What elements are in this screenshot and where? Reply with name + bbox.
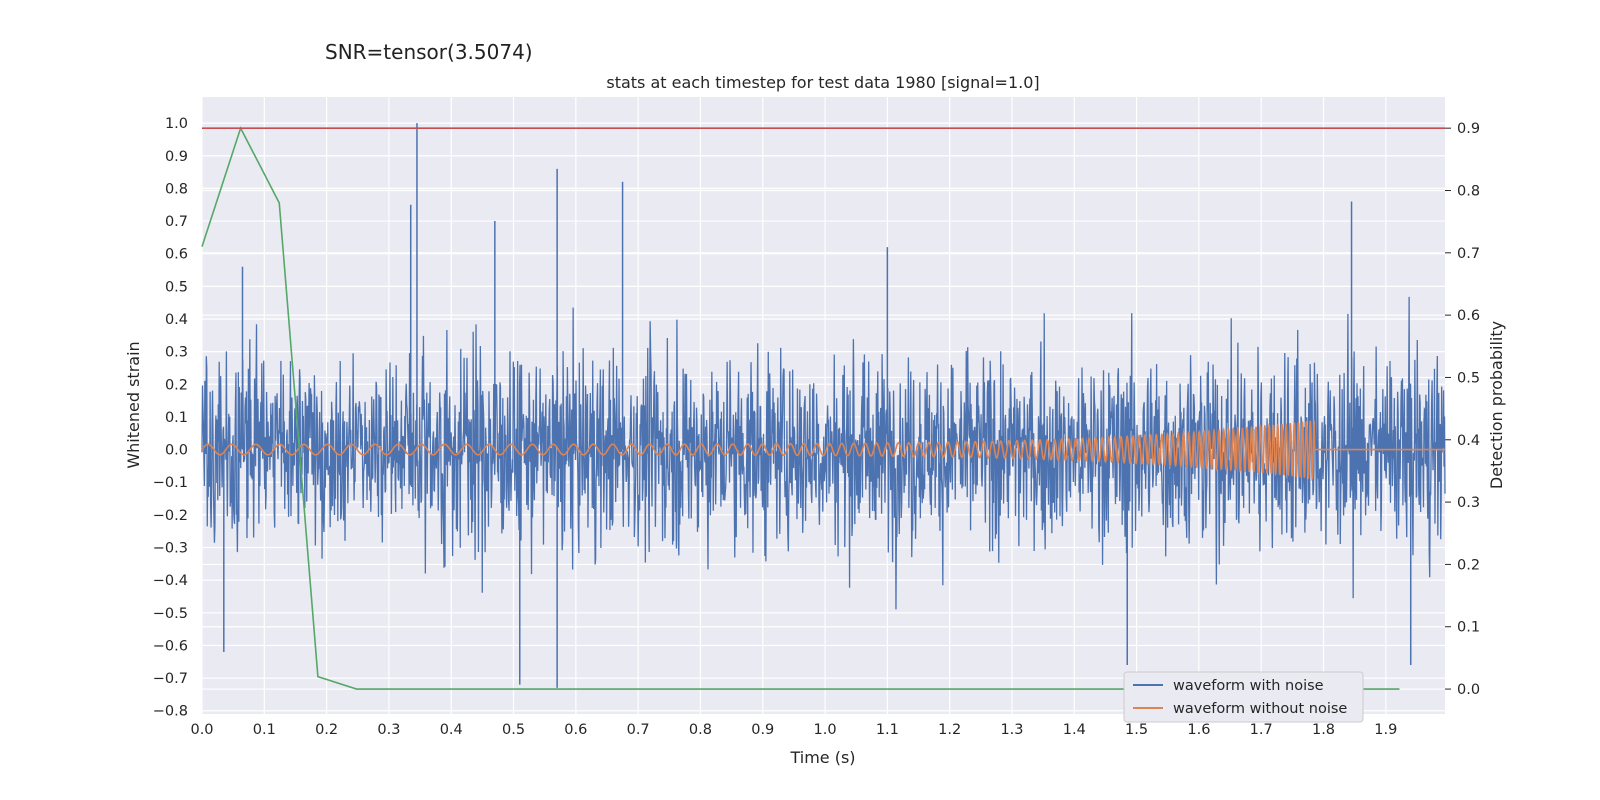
x-tick-label: 1.4: [1063, 722, 1086, 738]
y-tick-label: −0.1: [153, 475, 188, 491]
y2-axis-label: Detection probability: [1487, 321, 1506, 489]
x-tick-label: 0.1: [253, 722, 276, 738]
y2-tick-label: 0.9: [1457, 121, 1480, 137]
x-tick-label: 0.4: [440, 722, 463, 738]
x-tick-label: 0.9: [751, 722, 774, 738]
x-tick-label: 0.6: [564, 722, 587, 738]
y-tick-label: 0.6: [165, 247, 188, 263]
x-tick-label: 1.6: [1187, 722, 1210, 738]
y2-tick-label: 0.8: [1457, 183, 1480, 199]
y2-tick-label: 0.5: [1457, 370, 1480, 386]
x-axis-label: Time (s): [789, 748, 855, 767]
y-tick-label: 0.5: [165, 279, 188, 295]
y2-tick-labels: 0.9 0.8 0.7 0.6 0.5 0.4 0.3 0.2 0.1 0.0: [1457, 121, 1480, 698]
figure-suptitle: SNR=tensor(3.5074): [325, 40, 533, 64]
y-tick-label: −0.8: [153, 704, 188, 720]
y-tick-label: 0.3: [165, 345, 188, 361]
x-tick-label: 0.5: [502, 722, 525, 738]
series-waveform-without-noise: [201, 420, 1445, 482]
legend: waveform with noise waveform without noi…: [1123, 671, 1364, 723]
chart-title: stats at each timestep for test data 198…: [606, 73, 1039, 92]
y-tick-label: −0.6: [153, 638, 188, 654]
legend-label-with-noise: waveform with noise: [1173, 678, 1324, 694]
y-tick-label: 0.0: [165, 443, 188, 459]
x-tick-label: 1.8: [1312, 722, 1335, 738]
y-axis-label: Whitened strain: [124, 341, 143, 468]
x-tick-label: 1.9: [1374, 722, 1397, 738]
y-tick-label: 0.1: [165, 410, 188, 426]
y-tick-labels: 1.0 0.9 0.8 0.7 0.6 0.5 0.4 0.3 0.2 0.1 0.0 −0.1 −0.…: [153, 116, 188, 720]
x-tick-label: 0.0: [190, 722, 213, 738]
y-tick-label: −0.7: [153, 671, 188, 687]
y2-tick-label: 0.3: [1457, 495, 1480, 511]
x-tick-label: 1.2: [938, 722, 961, 738]
y2-tick-label: 0.4: [1457, 433, 1480, 449]
x-tick-label: 0.3: [377, 722, 400, 738]
y2-tick-label: 0.2: [1457, 557, 1480, 573]
y-tick-label: 1.0: [165, 116, 188, 132]
y2-tick-label: 0.0: [1457, 682, 1480, 698]
x-tick-label: 1.0: [814, 722, 837, 738]
x-tick-label: 1.7: [1250, 722, 1273, 738]
x-tick-label: 1.5: [1125, 722, 1148, 738]
y-tick-label: −0.5: [153, 606, 188, 622]
y-tick-label: −0.3: [153, 541, 188, 557]
x-tick-label: 0.8: [689, 722, 712, 738]
y-tick-label: 0.9: [165, 149, 188, 165]
x-tick-label: 1.3: [1000, 722, 1023, 738]
x-tick-label: 0.2: [315, 722, 338, 738]
x-tick-label: 0.7: [627, 722, 650, 738]
y2-tick-label: 0.1: [1457, 620, 1480, 636]
y-tick-label: 0.8: [165, 181, 188, 197]
legend-box: [1123, 671, 1364, 723]
x-tick-label: 1.1: [876, 722, 899, 738]
y-tick-label: 0.4: [165, 312, 188, 328]
y2-tick-label: 0.7: [1457, 246, 1480, 262]
legend-label-without-noise: waveform without noise: [1173, 701, 1347, 717]
y-tick-label: −0.4: [153, 573, 188, 589]
y-tick-label: 0.2: [165, 377, 188, 393]
y2-tick-label: 0.6: [1457, 308, 1480, 324]
y-tick-label: −0.2: [153, 508, 188, 524]
x-tick-labels: 0.0 0.1 0.2 0.3 0.4 0.5 0.6 0.7 0.8 0.9 1.0 1.1 1.2 1…: [190, 722, 1397, 738]
series-waveform-with-noise: [201, 296, 1446, 610]
y-tick-label: 0.7: [165, 214, 188, 230]
